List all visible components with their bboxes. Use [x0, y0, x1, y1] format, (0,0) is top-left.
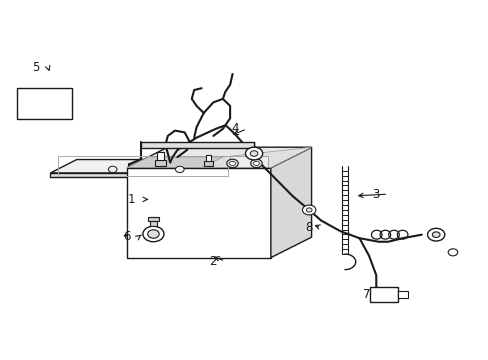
- Circle shape: [302, 205, 315, 215]
- Polygon shape: [127, 147, 311, 168]
- Polygon shape: [127, 157, 223, 168]
- Bar: [397, 291, 407, 298]
- Bar: [147, 217, 159, 221]
- Text: 2: 2: [209, 255, 217, 267]
- Circle shape: [108, 166, 117, 172]
- Circle shape: [253, 161, 259, 166]
- Text: 7: 7: [362, 288, 370, 301]
- Text: 8: 8: [305, 221, 312, 234]
- Circle shape: [250, 159, 262, 168]
- Bar: [157, 152, 163, 159]
- Polygon shape: [50, 173, 234, 177]
- Bar: [155, 159, 166, 166]
- Circle shape: [142, 226, 163, 242]
- Bar: [17, 88, 72, 119]
- Bar: [58, 156, 227, 176]
- Bar: [205, 154, 211, 161]
- Circle shape: [245, 147, 262, 160]
- Circle shape: [226, 159, 238, 168]
- Polygon shape: [50, 159, 261, 173]
- Text: 1: 1: [128, 193, 135, 206]
- Text: 3: 3: [372, 188, 379, 201]
- Polygon shape: [202, 147, 311, 168]
- Circle shape: [229, 161, 235, 166]
- Bar: [141, 142, 254, 148]
- Bar: [149, 217, 157, 226]
- Circle shape: [147, 230, 159, 238]
- Circle shape: [305, 208, 311, 212]
- Circle shape: [250, 151, 257, 156]
- Bar: [230, 156, 268, 167]
- Text: 6: 6: [123, 230, 131, 243]
- Circle shape: [447, 249, 457, 256]
- Bar: [127, 168, 270, 258]
- Circle shape: [427, 228, 444, 241]
- Text: 5: 5: [32, 60, 40, 73]
- Text: 4: 4: [231, 122, 238, 135]
- Polygon shape: [270, 147, 311, 258]
- Circle shape: [175, 166, 184, 172]
- Polygon shape: [234, 159, 261, 177]
- Bar: [203, 161, 213, 166]
- Bar: [369, 287, 397, 302]
- Circle shape: [431, 232, 439, 238]
